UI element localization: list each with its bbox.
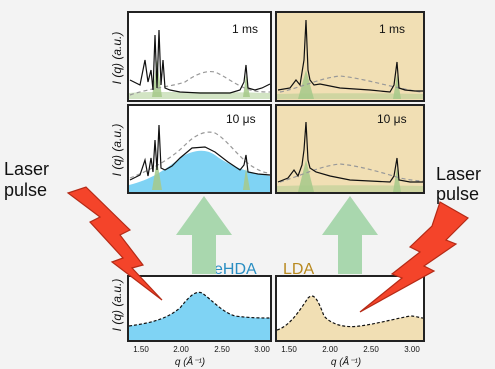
panel-top-left: 1 ms <box>127 11 272 102</box>
lightning-bolt-right-icon <box>359 201 469 313</box>
x-tick-right-3: 3.00 <box>404 345 420 354</box>
panel-top-right: 1 ms <box>275 11 425 102</box>
laser-left-line2: pulse <box>4 180 47 200</box>
panel-mid-left: 10 μs <box>127 104 272 194</box>
x-tick-left-0: 1.50 <box>133 345 149 354</box>
laser-right-line1: Laser <box>436 164 481 184</box>
panel-mid-right-label: 10 μs <box>377 112 407 126</box>
panel-mid-right: 10 μs <box>275 104 425 194</box>
laser-right-line2: pulse <box>436 184 479 204</box>
x-ticks-right: 1.50 2.00 2.50 3.00 <box>281 345 420 354</box>
x-tick-left-2: 2.50 <box>214 345 230 354</box>
panel-bottom-left-label: eHDA <box>214 261 257 278</box>
panel-top-right-label: 1 ms <box>379 22 405 36</box>
laser-left-line1: Laser <box>4 159 49 179</box>
xlabel-right: q (Å⁻¹) <box>331 355 361 368</box>
green-arrow-left <box>176 196 232 274</box>
x-ticks-left: 1.50 2.00 2.50 3.00 <box>133 345 270 354</box>
xlabel-left: q (Å⁻¹) <box>175 355 205 368</box>
x-tick-right-0: 1.50 <box>281 345 297 354</box>
panel-bottom-right-label: LDA <box>283 261 314 278</box>
x-tick-right-2: 2.50 <box>363 345 379 354</box>
x-tick-left-3: 3.00 <box>254 345 270 354</box>
panel-top-left-label: 1 ms <box>232 22 258 36</box>
panel-mid-left-label: 10 μs <box>226 112 256 126</box>
green-arrow-right <box>322 196 378 274</box>
panel-bottom-left: eHDA <box>127 261 272 342</box>
ylabel-bottom: I (q) (a.u.) <box>110 279 124 332</box>
x-tick-right-1: 2.00 <box>322 345 338 354</box>
ylabel-top: I (q) (a.u.) <box>110 32 124 85</box>
ylabel-mid: I (q) (a.u.) <box>110 124 124 177</box>
x-tick-left-1: 2.00 <box>173 345 189 354</box>
lightning-bolt-left-icon <box>66 186 163 301</box>
